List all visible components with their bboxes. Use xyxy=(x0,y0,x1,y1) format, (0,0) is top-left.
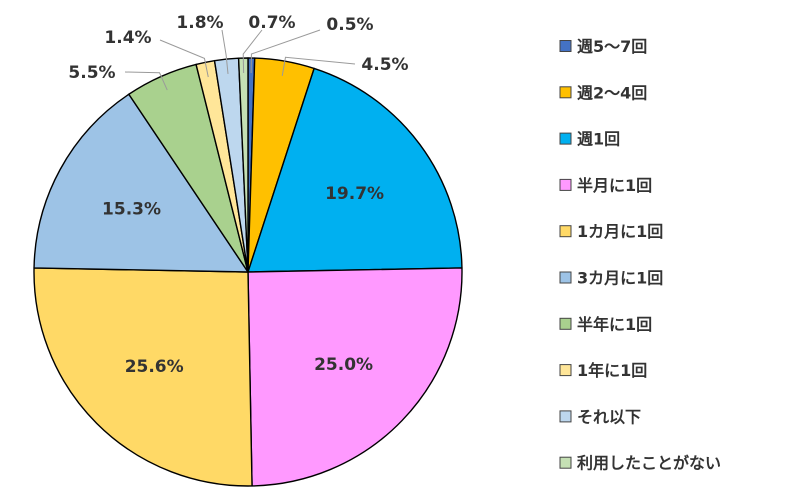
data-labels: 0.5% 4.5% 19.7% 25.0% 25.6% 15.3% 5.5% 1.4% 1.8%… xyxy=(68,13,408,377)
leader-line xyxy=(281,56,356,77)
pie-slice xyxy=(247,267,463,487)
legend-label: 半月に1回 xyxy=(577,176,652,195)
data-label: 15.3% xyxy=(102,199,161,219)
legend-label: それ以下 xyxy=(577,407,641,426)
leader-line xyxy=(159,39,209,78)
legend-swatch xyxy=(559,456,572,469)
pie-slices xyxy=(33,57,463,487)
leader-lines xyxy=(124,29,356,91)
legend-label: 3カ月に1回 xyxy=(577,269,663,288)
data-label: 5.5% xyxy=(68,63,115,83)
pie-slice xyxy=(247,67,463,273)
pie-slice xyxy=(33,267,253,487)
legend-label: 週1回 xyxy=(577,130,620,149)
legend-swatch xyxy=(559,317,572,330)
data-label: 0.7% xyxy=(248,13,295,33)
legend-swatch xyxy=(559,86,572,99)
legend-swatch xyxy=(559,364,572,377)
legend-label: 利用したことがない xyxy=(577,454,721,473)
pie-slice xyxy=(33,93,249,273)
leader-line xyxy=(242,29,263,74)
legend-swatch xyxy=(559,40,572,52)
data-label: 25.0% xyxy=(314,355,373,375)
data-label: 19.7% xyxy=(325,184,384,204)
legend-label: 週5～7回 xyxy=(577,37,647,56)
data-label: 0.5% xyxy=(326,15,373,35)
leader-line xyxy=(124,71,168,91)
leader-line xyxy=(221,29,229,75)
data-label: 4.5% xyxy=(361,55,408,75)
legend-swatch xyxy=(559,225,572,238)
legend-swatch xyxy=(559,178,572,191)
data-label: 1.8% xyxy=(176,13,223,33)
data-label: 1.4% xyxy=(104,28,151,48)
legend-label: 1カ月に1回 xyxy=(577,222,663,241)
data-label: 25.6% xyxy=(125,357,184,377)
legend-label: 週2～4回 xyxy=(577,83,647,102)
legend-label: 1年に1回 xyxy=(577,361,647,380)
leader-line xyxy=(250,29,321,74)
legend-swatch xyxy=(559,132,572,145)
legend-label: 半年に1回 xyxy=(577,315,652,334)
legend-swatch xyxy=(559,410,572,423)
legend-swatch xyxy=(559,271,572,284)
